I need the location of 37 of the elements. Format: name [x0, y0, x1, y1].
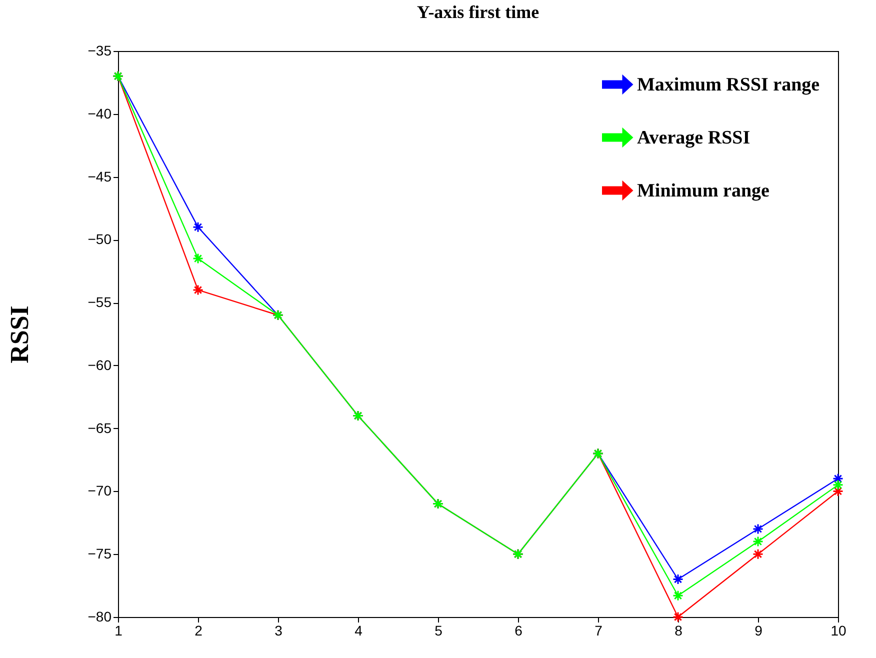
- x-tick-label: 5: [434, 622, 443, 638]
- x-tick-label: 3: [274, 622, 283, 638]
- point: [752, 523, 764, 534]
- y-tick-label: −45: [88, 168, 112, 184]
- legend-label: Minimum range: [637, 180, 770, 202]
- point: [672, 590, 684, 602]
- point: [832, 479, 844, 490]
- point: [192, 222, 204, 233]
- y-axis-title: RSSI: [4, 306, 34, 364]
- chart-title: Y-axis first time: [416, 2, 540, 22]
- y-tick-label: −35: [88, 42, 112, 58]
- point: [192, 253, 204, 264]
- point: [672, 574, 684, 585]
- x-tick-label: 2: [194, 622, 203, 638]
- y-tick-label: −65: [88, 420, 112, 436]
- y-tick-label: −70: [88, 482, 112, 499]
- point: [832, 486, 844, 497]
- y-tick-label: −75: [88, 546, 112, 562]
- x-tick-label: 9: [754, 622, 763, 638]
- y-tick-label: −80: [88, 608, 112, 624]
- x-tick-label: 8: [674, 622, 683, 638]
- x-tick-label: 4: [354, 622, 363, 638]
- y-tick-label: −55: [88, 294, 112, 310]
- x-tick-label: 7: [594, 622, 603, 638]
- point: [192, 284, 204, 296]
- point: [752, 548, 764, 560]
- y-tick-label: −40: [88, 105, 112, 122]
- legend-label: Maximum RSSI range: [637, 74, 820, 96]
- point: [672, 612, 684, 622]
- legend-label: Average RSSI: [637, 128, 750, 148]
- point: [832, 473, 844, 484]
- y-tick-label: −60: [88, 356, 112, 373]
- x-tick-label: 6: [514, 622, 523, 638]
- point: [752, 536, 764, 548]
- y-tick-label: −50: [88, 231, 112, 248]
- x-tick-label: 10: [830, 622, 846, 638]
- x-tick-label: 1: [114, 622, 123, 638]
